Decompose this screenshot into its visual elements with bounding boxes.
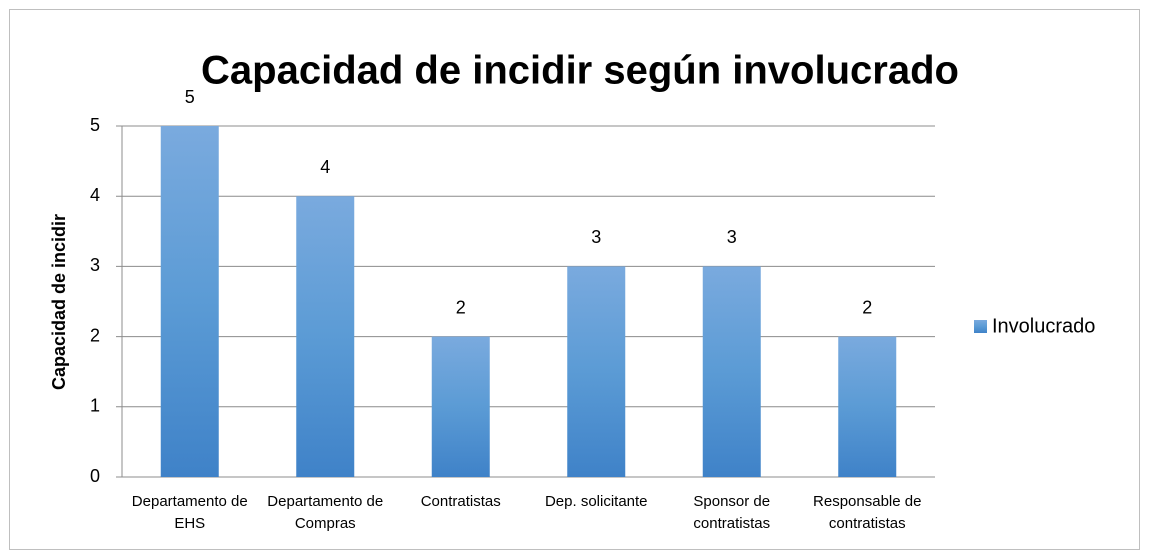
y-tick-label: 0 xyxy=(90,466,100,486)
x-tick-label: Departamento de Compras xyxy=(267,493,384,532)
y-tick-label: 4 xyxy=(90,185,100,205)
bar xyxy=(160,126,219,477)
y-tick-label: 5 xyxy=(90,115,100,135)
bar xyxy=(431,336,490,477)
y-tick-label: 2 xyxy=(90,325,100,345)
bar xyxy=(567,266,626,477)
legend-label: Involucrado xyxy=(992,315,1095,337)
data-label: 3 xyxy=(591,227,601,247)
x-tick-label: Sponsor de contratistas xyxy=(693,493,771,532)
legend-swatch xyxy=(974,320,987,333)
data-label: 5 xyxy=(185,87,195,107)
y-tick-label: 1 xyxy=(90,396,100,416)
y-tick-label: 3 xyxy=(90,255,100,275)
y-axis-label: Capacidad de incidir xyxy=(49,214,69,390)
bar xyxy=(702,266,761,477)
data-label: 2 xyxy=(862,297,872,317)
x-tick-label: Departamento de EHS xyxy=(131,493,248,532)
x-tick-label: Responsable de contratistas xyxy=(813,493,922,532)
bar xyxy=(296,196,355,477)
x-tick-label: Contratistas xyxy=(420,493,501,510)
data-label: 3 xyxy=(727,227,737,247)
chart-title: Capacidad de incidir según involucrado xyxy=(201,49,959,93)
data-label: 2 xyxy=(456,297,466,317)
x-tick-label: Dep. solicitante xyxy=(544,493,648,510)
data-label: 4 xyxy=(320,157,330,177)
bar xyxy=(838,336,897,477)
